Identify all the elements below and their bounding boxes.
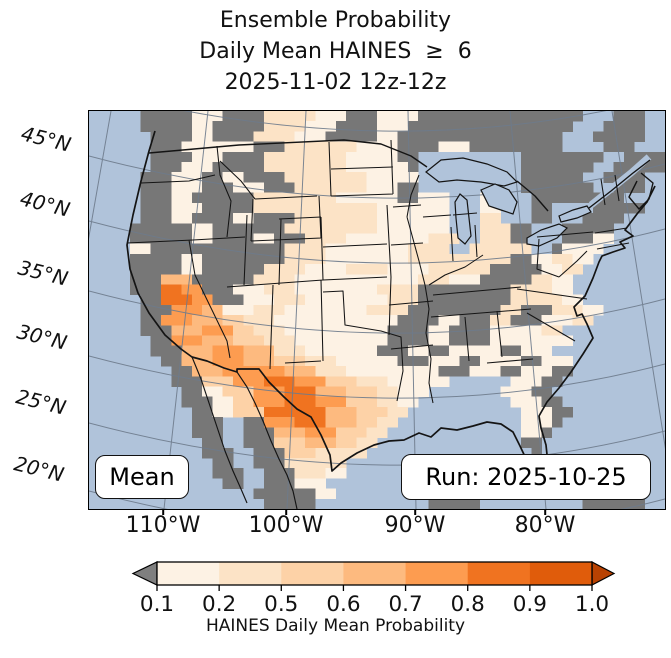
colorbar-segment [405, 562, 469, 585]
mean-badge: Mean [95, 455, 189, 499]
lat-tick-label: 45°N [18, 121, 74, 157]
run-date-badge: Run: 2025-10-25 [401, 454, 651, 500]
lon-tick-mark [285, 509, 287, 515]
lon-tick-mark [414, 509, 416, 515]
lat-tick-label: 40°N [17, 186, 73, 222]
national-borders [148, 139, 654, 509]
lat-tick-label: 35°N [15, 255, 71, 291]
colorbar-over-arrow [591, 561, 616, 586]
lon-tick-label: 80°W [514, 513, 576, 538]
lon-tick-mark [544, 509, 546, 515]
graticule [89, 111, 665, 509]
colorbar-segment [467, 562, 531, 585]
great-lakes [425, 157, 592, 247]
coastline [126, 130, 656, 490]
st-lawrence-river [588, 154, 652, 208]
lon-tick-label: 110°W [125, 513, 201, 538]
colorbar-segment [157, 562, 220, 585]
title-line-2: Daily Mean HAINES ≥ 6 [199, 39, 472, 64]
lat-tick-label: 30°N [14, 319, 70, 355]
colorbar-segment [219, 562, 282, 585]
lon-tick-mark [162, 509, 164, 515]
colorbar-tick-label: 0.7 [388, 592, 422, 617]
map-canvas: Mean Run: 2025-10-25 [88, 110, 666, 510]
lat-tick-label: 20°N [11, 451, 67, 487]
colorbar: 0.1 0.2 0.5 0.6 0.7 0.8 0.9 1.0 [131, 561, 616, 617]
colorbar-tick-label: 0.9 [513, 592, 547, 617]
colorbar-outline [156, 561, 593, 586]
colorbar-tick-label: 0.5 [264, 592, 298, 617]
colorbar-segment [281, 562, 344, 585]
lon-tick-label: 100°W [248, 513, 324, 538]
lon-tick-label: 90°W [384, 513, 446, 538]
colorbar-tick-label: 0.6 [326, 592, 360, 617]
colorbar-tick-label: 0.8 [451, 592, 485, 617]
colorbar-tick-label: 0.1 [140, 592, 174, 617]
colorbar-caption: HAINES Daily Mean Probability [205, 616, 466, 636]
colorbar-under-arrow [131, 561, 158, 586]
title-line-1: Ensemble Probability [219, 8, 452, 33]
figure-title: Ensemble Probability Daily Mean HAINES ≥… [0, 5, 671, 98]
colorbar-segment [529, 562, 593, 585]
lat-tick-label: 25°N [13, 384, 69, 420]
colorbar-tick-label: 0.2 [202, 592, 236, 617]
title-line-3: 2025-11-02 12z-12z [224, 70, 447, 95]
colorbar-tick-label: 1.0 [575, 592, 609, 617]
mean-badge-label: Mean [109, 463, 175, 491]
colorbar-segment [343, 562, 406, 585]
state-borders [126, 139, 630, 404]
run-date-label: Run: 2025-10-25 [425, 463, 627, 491]
